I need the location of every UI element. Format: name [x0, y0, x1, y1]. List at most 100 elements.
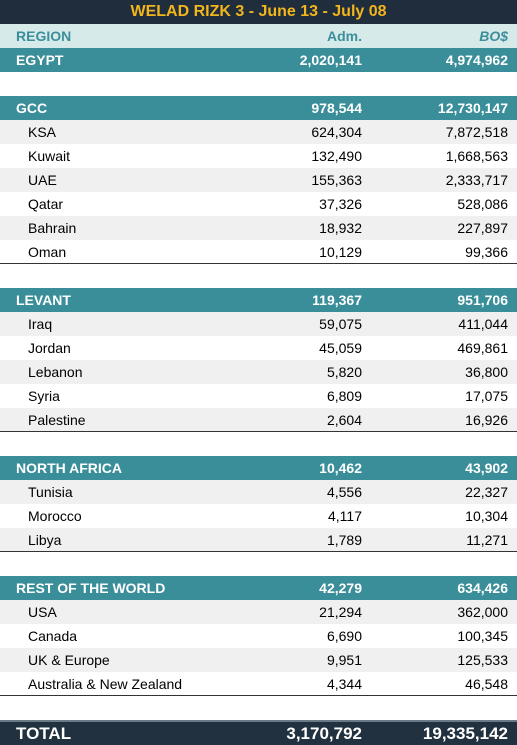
label: Morocco	[28, 508, 82, 524]
box-office: 43,902	[465, 460, 508, 476]
title-bar: WELAD RIZK 3 - June 13 - July 08	[0, 0, 517, 24]
region-row: NORTH AFRICA 10,462 43,902	[0, 456, 517, 480]
box-office: 125,533	[457, 652, 508, 668]
title: WELAD RIZK 3 - June 13 - July 08	[130, 3, 387, 20]
total-row: TOTAL 3,170,792 19,335,142	[0, 720, 517, 745]
spacer	[0, 552, 517, 576]
box-office: 46,548	[465, 675, 508, 692]
country-row: UK & Europe 9,951 125,533	[0, 648, 517, 672]
box-office: 1,668,563	[445, 148, 508, 164]
admissions: 4,344	[326, 675, 362, 692]
country-row: Syria 6,809 17,075	[0, 384, 517, 408]
admissions: 42,279	[319, 580, 362, 596]
box-office: 4,974,962	[445, 52, 508, 68]
box-office: 469,861	[457, 340, 508, 356]
label: Syria	[28, 388, 60, 404]
region-row: EGYPT 2,020,141 4,974,962	[0, 48, 517, 72]
admissions: 18,932	[319, 220, 362, 236]
admissions: 9,951	[326, 652, 362, 668]
column-header: REGION	[16, 28, 72, 44]
box-office: 7,872,518	[445, 124, 508, 140]
label: Canada	[28, 628, 78, 644]
admissions: 132,490	[311, 148, 362, 164]
label: USA	[28, 604, 57, 620]
box-office: 100,345	[457, 628, 508, 644]
country-row: Kuwait 132,490 1,668,563	[0, 144, 517, 168]
country-row: KSA 624,304 7,872,518	[0, 120, 517, 144]
admissions: 5,820	[326, 364, 362, 380]
admissions: 59,075	[319, 316, 362, 332]
admissions: 21,294	[319, 604, 362, 620]
admissions: 119,367	[312, 292, 362, 308]
label: KSA	[28, 124, 57, 140]
label: Iraq	[28, 316, 53, 332]
country-row: UAE 155,363 2,333,717	[0, 168, 517, 192]
box-office: 17,075	[465, 388, 508, 404]
label: EGYPT	[16, 52, 64, 68]
admissions: 45,059	[319, 340, 362, 356]
region-row: LEVANT 119,367 951,706	[0, 288, 517, 312]
label: LEVANT	[16, 292, 71, 308]
country-row: Bahrain 18,932 227,897	[0, 216, 517, 240]
spacer	[0, 72, 517, 96]
admissions: 2,020,141	[299, 52, 362, 68]
country-row: Lebanon 5,820 36,800	[0, 360, 517, 384]
label: Qatar	[28, 196, 64, 212]
label: Tunisia	[28, 484, 73, 500]
admissions: 37,326	[319, 196, 362, 212]
label: TOTAL	[16, 723, 72, 743]
label: Libya	[28, 531, 62, 548]
admissions: 3,170,792	[286, 723, 362, 743]
label: Jordan	[28, 340, 71, 356]
label: Palestine	[28, 411, 86, 428]
label: Kuwait	[28, 148, 71, 164]
label: UAE	[28, 172, 57, 188]
country-row: Qatar 37,326 528,086	[0, 192, 517, 216]
label: Bahrain	[28, 220, 77, 236]
country-row: Jordan 45,059 469,861	[0, 336, 517, 360]
admissions: 6,690	[326, 628, 362, 644]
admissions: 1,789	[326, 531, 362, 548]
box-office: 362,000	[457, 604, 508, 620]
region-row: REST OF THE WORLD 42,279 634,426	[0, 576, 517, 600]
spacer	[0, 696, 517, 720]
admissions: 2,604	[326, 411, 362, 428]
header-row: REGION Adm. BO$	[0, 24, 517, 48]
box-office: 227,897	[457, 220, 508, 236]
country-row: Oman 10,129 99,366	[0, 240, 517, 264]
admissions: 6,809	[326, 388, 362, 404]
box-office: 16,926	[465, 411, 508, 428]
country-row: Libya 1,789 11,271	[0, 528, 517, 552]
country-row: Canada 6,690 100,345	[0, 624, 517, 648]
admissions: 155,363	[311, 172, 362, 188]
admissions: 4,556	[326, 484, 362, 500]
country-row: Australia & New Zealand 4,344 46,548	[0, 672, 517, 696]
box-office: 634,426	[457, 580, 508, 596]
box-office: 2,333,717	[445, 172, 508, 188]
label: NORTH AFRICA	[16, 460, 123, 476]
country-row: Iraq 59,075 411,044	[0, 312, 517, 336]
box-office: 10,304	[465, 508, 508, 524]
box-office: 411,044	[458, 316, 508, 332]
box-office: 951,706	[457, 292, 508, 308]
box-office: 19,335,142	[422, 723, 508, 743]
label: REST OF THE WORLD	[16, 580, 166, 596]
box-office: 528,086	[457, 196, 508, 212]
column-header: Adm.	[327, 28, 362, 44]
admissions: 978,544	[311, 100, 362, 116]
spacer	[0, 264, 517, 288]
region-row: GCC 978,544 12,730,147	[0, 96, 517, 120]
spacer	[0, 432, 517, 456]
box-office: 22,327	[465, 484, 508, 500]
label: Oman	[28, 243, 67, 260]
country-row: Tunisia 4,556 22,327	[0, 480, 517, 504]
label: GCC	[16, 100, 48, 116]
box-office: 99,366	[465, 243, 508, 260]
box-office: 36,800	[465, 364, 508, 380]
country-row: Morocco 4,117 10,304	[0, 504, 517, 528]
box-office: 12,730,147	[437, 100, 508, 116]
label: Australia & New Zealand	[28, 675, 183, 692]
admissions: 4,117	[328, 508, 362, 524]
country-row: Palestine 2,604 16,926	[0, 408, 517, 432]
